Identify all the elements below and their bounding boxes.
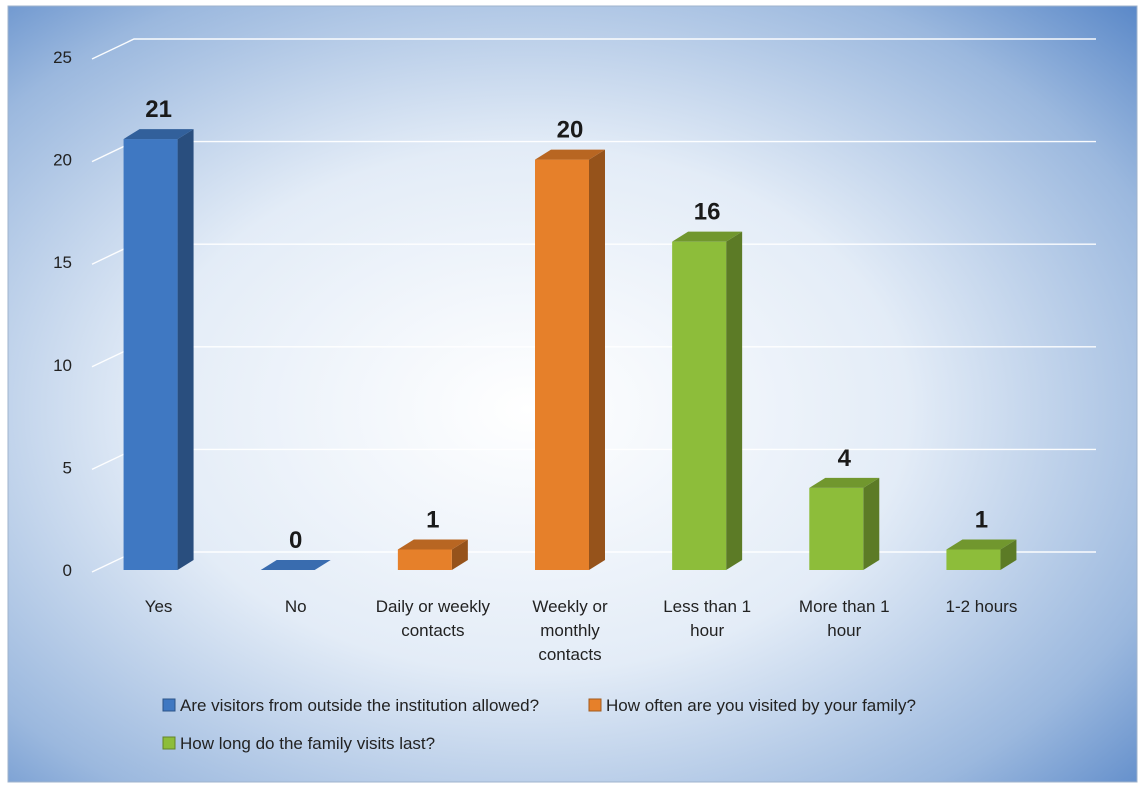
- legend-item: How long do the family visits last?: [162, 734, 435, 753]
- bar-side-face: [177, 129, 194, 570]
- x-axis-categories: Yes No Daily or weekly contacts Weekly or mon…: [145, 597, 1018, 664]
- y-tick-label: 0: [63, 561, 72, 580]
- bar-top-face: [260, 560, 331, 570]
- legend-item: Are visitors from outside the institutio…: [162, 696, 539, 715]
- x-category-line: More than 1: [799, 597, 890, 616]
- bar: [123, 129, 194, 570]
- legend-swatch: [162, 698, 176, 712]
- bar-front-face: [123, 139, 178, 570]
- bar: [672, 231, 743, 570]
- y-axis-ticks: 0 5 10 15 20 25: [53, 48, 72, 580]
- bar: [535, 149, 605, 570]
- bar: [809, 477, 880, 570]
- legend-label: How long do the family visits last?: [180, 734, 435, 753]
- bar-side-face: [1000, 539, 1017, 570]
- legend: Are visitors from outside the institutio…: [162, 696, 916, 753]
- data-label: 1: [426, 506, 439, 533]
- y-tick-label: 5: [63, 458, 72, 477]
- bar-side-face: [451, 539, 468, 570]
- data-labels: 21 0 1 20 16 4 1: [145, 96, 988, 554]
- y-tick-label: 20: [53, 151, 72, 170]
- x-category-line: monthly: [540, 621, 600, 640]
- x-category-line: contacts: [538, 645, 601, 664]
- x-category-line: Daily or weekly: [376, 597, 491, 616]
- bar-side-face: [726, 231, 743, 570]
- bar-front-face: [809, 487, 864, 570]
- bar-top-face: [809, 477, 880, 488]
- x-category-line: hour: [827, 621, 861, 640]
- bar-top-face: [123, 129, 194, 140]
- bar-top-face: [672, 231, 743, 242]
- bar-front-face: [946, 549, 1001, 570]
- bar: [946, 539, 1017, 570]
- legend-label: Are visitors from outside the institutio…: [180, 696, 539, 715]
- x-category-label: Yes: [145, 597, 173, 616]
- bars: [123, 129, 1017, 570]
- bar-top-face: [535, 149, 605, 160]
- data-label: 4: [838, 445, 852, 472]
- y-tick-label: 10: [53, 356, 72, 375]
- bar-top-face: [946, 539, 1017, 550]
- x-category-label: Weekly or monthly contacts: [532, 597, 608, 664]
- x-category-label: 1-2 hours: [946, 597, 1018, 616]
- x-category-line: No: [285, 597, 307, 616]
- y-tick-label: 15: [53, 253, 72, 272]
- x-category-label: More than 1 hour: [799, 597, 890, 640]
- legend-label: How often are you visited by your family…: [606, 696, 916, 715]
- x-category-line: 1-2 hours: [946, 597, 1018, 616]
- data-label: 1: [975, 506, 988, 533]
- bar-front-face: [672, 241, 727, 570]
- data-label: 20: [557, 117, 584, 144]
- x-category-line: hour: [690, 621, 724, 640]
- bar-side-face: [589, 149, 605, 570]
- x-category-line: contacts: [401, 621, 464, 640]
- x-category-line: Less than 1: [663, 597, 751, 616]
- data-label: 0: [289, 527, 302, 554]
- legend-item: How often are you visited by your family…: [588, 696, 916, 715]
- bar-front-face: [397, 549, 452, 570]
- bar: [397, 539, 468, 570]
- bar-front-face: [535, 159, 589, 570]
- x-category-label: Daily or weekly contacts: [376, 597, 491, 640]
- bar-top-face: [397, 539, 468, 550]
- x-category-line: Weekly or: [532, 597, 608, 616]
- data-label: 16: [694, 199, 721, 226]
- x-category-label: Less than 1 hour: [663, 597, 751, 640]
- y-tick-label: 25: [53, 48, 72, 67]
- gridline: [91, 38, 1096, 60]
- data-label: 21: [145, 96, 172, 123]
- legend-swatch: [162, 736, 176, 750]
- x-category-line: Yes: [145, 597, 173, 616]
- x-category-label: No: [285, 597, 307, 616]
- legend-swatch: [588, 698, 602, 712]
- bar: [260, 560, 331, 570]
- bar-side-face: [863, 477, 880, 570]
